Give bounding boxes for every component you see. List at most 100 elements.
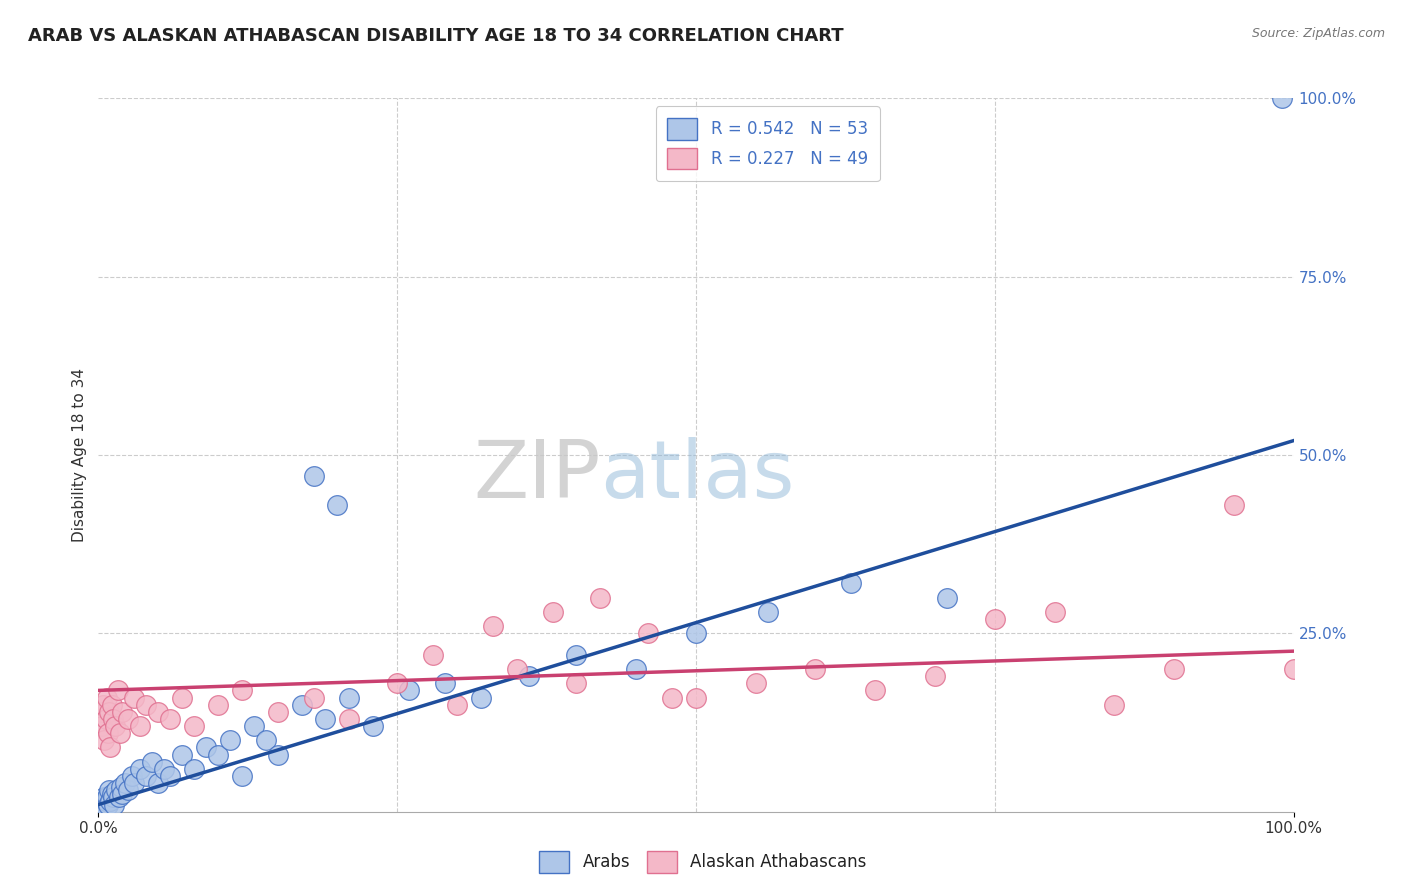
Point: [104, 719, 127, 733]
Point: [231, 683, 253, 698]
Point: [924, 669, 946, 683]
Point: [117, 712, 139, 726]
Point: [207, 747, 229, 762]
Text: Source: ZipAtlas.com: Source: ZipAtlas.com: [1251, 27, 1385, 40]
Point: [124, 776, 146, 790]
Point: [1163, 662, 1185, 676]
Text: ZIP: ZIP: [472, 437, 600, 516]
Point: [195, 740, 218, 755]
Point: [1043, 605, 1066, 619]
Point: [91, 801, 114, 815]
Point: [108, 726, 131, 740]
Point: [745, 676, 768, 690]
Point: [267, 705, 290, 719]
Point: [804, 662, 827, 676]
Point: [90, 797, 112, 812]
Point: [482, 619, 505, 633]
Point: [100, 698, 122, 712]
Point: [302, 469, 325, 483]
Point: [96, 690, 118, 705]
Point: [339, 712, 361, 726]
Point: [254, 733, 277, 747]
Point: [97, 726, 120, 740]
Point: [94, 712, 117, 726]
Point: [302, 690, 325, 705]
Point: [363, 719, 385, 733]
Point: [129, 719, 152, 733]
Point: [105, 783, 128, 797]
Point: [103, 797, 125, 812]
Point: [114, 776, 136, 790]
Point: [865, 683, 887, 698]
Point: [385, 676, 409, 690]
Point: [107, 683, 129, 698]
Point: [121, 769, 143, 783]
Point: [637, 626, 659, 640]
Point: [98, 783, 121, 797]
Point: [110, 780, 132, 794]
Point: [93, 797, 115, 812]
Point: [141, 755, 163, 769]
Legend: Arabs, Alaskan Athabascans: Arabs, Alaskan Athabascans: [533, 845, 873, 880]
Point: [541, 605, 564, 619]
Point: [219, 733, 242, 747]
Point: [1282, 662, 1305, 676]
Point: [135, 769, 157, 783]
Point: [124, 690, 146, 705]
Point: [626, 662, 648, 676]
Point: [153, 762, 176, 776]
Point: [159, 769, 181, 783]
Point: [97, 797, 120, 812]
Point: [183, 719, 205, 733]
Point: [685, 626, 707, 640]
Point: [936, 591, 959, 605]
Y-axis label: Disability Age 18 to 34: Disability Age 18 to 34: [72, 368, 87, 542]
Point: [101, 712, 124, 726]
Point: [446, 698, 468, 712]
Point: [1104, 698, 1126, 712]
Point: [101, 790, 124, 805]
Point: [98, 705, 121, 719]
Point: [93, 733, 115, 747]
Point: [506, 662, 529, 676]
Point: [685, 690, 707, 705]
Point: [117, 783, 139, 797]
Point: [111, 787, 134, 801]
Point: [470, 690, 492, 705]
Point: [91, 719, 114, 733]
Point: [756, 605, 779, 619]
Point: [517, 669, 540, 683]
Point: [565, 676, 588, 690]
Point: [93, 790, 115, 805]
Point: [91, 698, 114, 712]
Point: [111, 705, 134, 719]
Point: [398, 683, 420, 698]
Point: [90, 705, 112, 719]
Point: [98, 794, 122, 808]
Point: [422, 648, 444, 662]
Point: [172, 747, 194, 762]
Point: [172, 690, 194, 705]
Point: [315, 712, 337, 726]
Point: [565, 648, 588, 662]
Point: [91, 794, 114, 808]
Point: [96, 790, 118, 805]
Point: [267, 747, 290, 762]
Point: [148, 776, 170, 790]
Point: [148, 705, 170, 719]
Text: atlas: atlas: [600, 437, 794, 516]
Point: [1223, 498, 1246, 512]
Point: [589, 591, 612, 605]
Point: [94, 794, 117, 808]
Point: [107, 790, 129, 805]
Point: [339, 690, 361, 705]
Point: [661, 690, 683, 705]
Point: [434, 676, 457, 690]
Point: [159, 712, 181, 726]
Text: ARAB VS ALASKAN ATHABASCAN DISABILITY AGE 18 TO 34 CORRELATION CHART: ARAB VS ALASKAN ATHABASCAN DISABILITY AG…: [28, 27, 844, 45]
Point: [100, 787, 122, 801]
Point: [183, 762, 205, 776]
Point: [291, 698, 314, 712]
Point: [135, 698, 157, 712]
Point: [984, 612, 1007, 626]
